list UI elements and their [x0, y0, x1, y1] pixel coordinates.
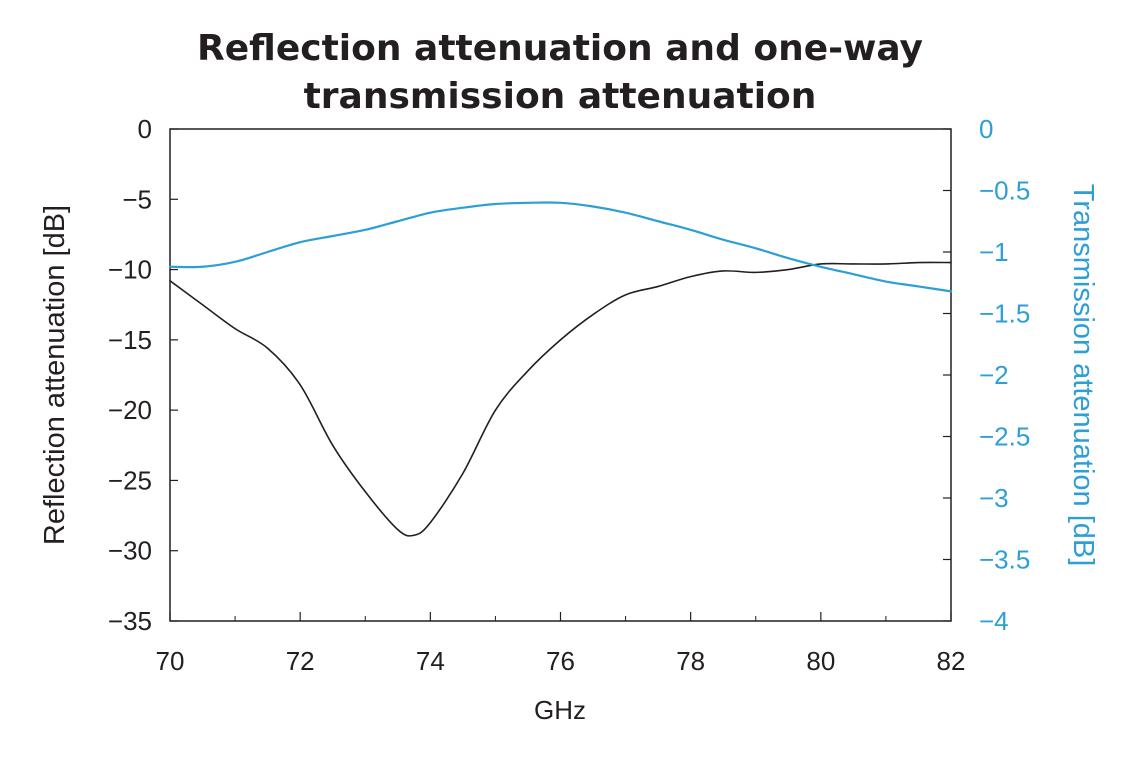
- y-right-tick-label: 0: [979, 114, 993, 144]
- y-left-tick-label: −15: [108, 325, 152, 355]
- y-left-tick-label: −25: [108, 465, 152, 495]
- x-tick-label: 82: [937, 646, 966, 676]
- y-right-tick-label: −3: [979, 483, 1009, 513]
- ticks-layer: 70 72 74 76 78 80 82 0 −5 −10 −15 −20 −25 −30 −35 0 −0.5…: [108, 114, 1030, 676]
- y-right-tick-label: −2.5: [979, 422, 1030, 452]
- chart-title-line-1: Reflection attenuation and one-way: [197, 28, 923, 69]
- y-left-tick-label: −30: [108, 536, 152, 566]
- y-right-tick-label: −0.5: [979, 176, 1030, 206]
- x-axis-label: GHz: [534, 695, 586, 725]
- y-left-tick-label: 0: [138, 114, 152, 144]
- series-layer: [168, 201, 953, 537]
- y-left-tick-label: −20: [108, 395, 152, 425]
- x-tick-label: 70: [156, 646, 185, 676]
- y-right-tick-label: −1.5: [979, 299, 1030, 329]
- x-tick-label: 74: [416, 646, 445, 676]
- chart-title-line-2: transmission attenuation: [304, 76, 817, 117]
- x-tick-label: 76: [546, 646, 575, 676]
- y-left-tick-label: −35: [108, 606, 152, 636]
- x-tick-label: 78: [676, 646, 705, 676]
- y-left-tick-label: −10: [108, 255, 152, 285]
- x-tick-label: 72: [286, 646, 315, 676]
- y-right-tick-label: −1: [979, 237, 1009, 267]
- series-line-transmission: [168, 201, 953, 293]
- y-right-tick-label: −2: [979, 360, 1009, 390]
- y-right-tick-label: −4: [979, 606, 1009, 636]
- series-line-reflection: [169, 261, 952, 537]
- y-axis-label-left: Reflection attenuation [dB]: [39, 205, 71, 545]
- y-left-tick-label: −5: [122, 184, 152, 214]
- y-axis-label-right: Transmission attenuation [dB]: [1067, 184, 1099, 567]
- x-tick-label: 80: [806, 646, 835, 676]
- y-right-tick-label: −3.5: [979, 545, 1030, 575]
